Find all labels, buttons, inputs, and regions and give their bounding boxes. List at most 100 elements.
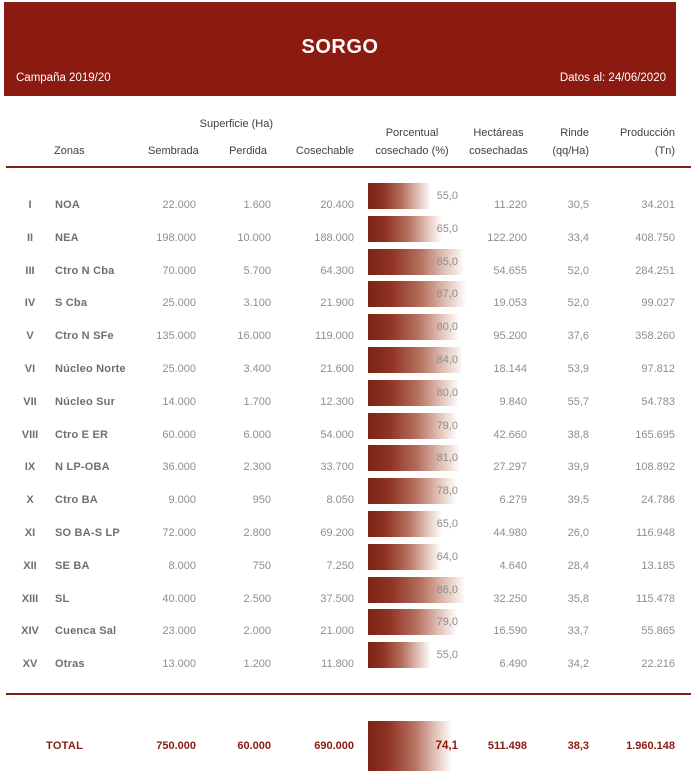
table-row: XIV Cuenca Sal 23.000 2.000 21.000 79,0 … xyxy=(8,609,677,642)
percent-bar xyxy=(368,215,441,242)
rinde-value: 26,0 xyxy=(567,526,589,539)
sembrada-value: 8.000 xyxy=(168,559,196,572)
percent-bar xyxy=(368,346,463,373)
zone-name: Núcleo Norte xyxy=(55,362,126,375)
total-sembrada: 750.000 xyxy=(156,740,196,752)
zone-numeral: VIII xyxy=(21,428,39,441)
hectareas-value: 44.980 xyxy=(493,526,527,539)
sembrada-value: 36.000 xyxy=(162,461,196,474)
total-produccion: 1.960.148 xyxy=(626,740,675,752)
table-row: III Ctro N Cba 70.000 5.700 64.300 85,0 … xyxy=(8,248,677,282)
cosechable-value: 21.900 xyxy=(320,297,354,310)
produccion-value: 358.260 xyxy=(635,330,675,343)
percent-bar-cell: 87,0 xyxy=(356,281,468,314)
hectareas-value: 18.144 xyxy=(493,362,527,375)
sembrada-value: 25.000 xyxy=(162,297,196,310)
cosechable-value: 37.500 xyxy=(320,592,354,605)
zone-name: Cuenca Sal xyxy=(55,625,117,638)
column-header-zonas: Zonas xyxy=(54,145,85,157)
zone-name: N LP-OBA xyxy=(55,461,110,474)
perdida-value: 2.500 xyxy=(243,592,271,605)
produccion-value: 24.786 xyxy=(641,494,675,507)
percent-bar-cell: 55,0 xyxy=(356,642,468,675)
column-header-porcentual-2: cosechado (%) xyxy=(375,145,449,157)
hectareas-value: 32.250 xyxy=(493,592,527,605)
zone-name: Ctro E ER xyxy=(55,428,109,441)
perdida-value: 10.000 xyxy=(237,231,271,244)
column-group-superficie: Superficie (Ha) xyxy=(199,118,273,130)
total-percent-label: 74,1 xyxy=(435,740,458,752)
total-perdida: 60.000 xyxy=(237,740,271,752)
hectareas-value: 4.640 xyxy=(499,559,527,572)
percent-bar-cell: 55,0 xyxy=(356,183,468,216)
sembrada-value: 22.000 xyxy=(162,199,196,211)
percent-label: 81,0 xyxy=(436,452,458,465)
total-divider-line xyxy=(6,693,691,695)
percent-label: 78,0 xyxy=(436,485,458,498)
percent-bar-cell: 84,0 xyxy=(356,346,468,380)
produccion-value: 97.812 xyxy=(641,362,675,375)
percent-bar xyxy=(368,314,458,341)
perdida-value: 750 xyxy=(252,559,271,572)
percent-bar xyxy=(368,478,456,505)
hectareas-value: 6.490 xyxy=(499,658,527,671)
table-row: II NEA 198.000 10.000 188.000 65,0 122.2… xyxy=(8,215,677,249)
zone-name: Núcleo Sur xyxy=(55,395,116,408)
total-rinde: 38,3 xyxy=(567,740,589,752)
percent-label: 79,0 xyxy=(436,616,458,629)
table-row: VIII Ctro E ER 60.000 6.000 54.000 79,0 … xyxy=(8,412,677,446)
percent-bar xyxy=(368,445,459,472)
zone-name: Ctro BA xyxy=(55,494,98,507)
hectareas-value: 42.660 xyxy=(493,428,527,441)
cosechable-value: 12.300 xyxy=(320,395,354,408)
cosechable-value: 64.300 xyxy=(320,264,354,277)
column-header-perdida: Perdida xyxy=(229,145,267,157)
column-header-produccion: Producción xyxy=(619,127,675,139)
percent-label: 86,0 xyxy=(436,583,458,596)
table-row: I NOA 22.000 1.600 20.400 55,0 11.220 30… xyxy=(8,183,677,216)
produccion-value: 13.185 xyxy=(641,559,675,572)
header-divider-line xyxy=(6,166,691,168)
cosechable-value: 7.250 xyxy=(326,559,354,572)
sembrada-value: 9.000 xyxy=(168,494,196,507)
sembrada-value: 60.000 xyxy=(162,428,196,441)
percent-label: 64,0 xyxy=(436,550,458,563)
percent-label: 65,0 xyxy=(436,517,458,530)
table-row: XV Otras 13.000 1.200 11.800 55,0 6.490 … xyxy=(8,642,677,675)
zone-name: NEA xyxy=(55,231,79,244)
perdida-value: 1.600 xyxy=(243,199,271,211)
zone-name: SO BA-S LP xyxy=(55,526,120,539)
cosechable-value: 69.200 xyxy=(320,526,354,539)
rinde-value: 37,6 xyxy=(567,330,589,343)
produccion-value: 116.948 xyxy=(636,526,675,539)
rinde-value: 52,0 xyxy=(567,297,589,310)
perdida-value: 2.800 xyxy=(243,526,271,539)
rinde-value: 33,4 xyxy=(567,231,589,244)
zone-numeral: XII xyxy=(23,559,37,572)
percent-bar xyxy=(368,183,430,209)
percent-bar-cell: 65,0 xyxy=(356,510,468,544)
perdida-value: 950 xyxy=(252,494,271,507)
percent-bar-cell: 81,0 xyxy=(356,445,468,478)
table-row: VI Núcleo Norte 25.000 3.400 21.600 84,0… xyxy=(8,346,677,380)
zone-numeral: X xyxy=(26,494,34,507)
produccion-value: 99.027 xyxy=(641,297,675,310)
hectareas-value: 27.297 xyxy=(493,461,527,474)
percent-bar xyxy=(368,248,464,275)
produccion-value: 108.892 xyxy=(635,461,675,474)
total-row: TOTAL 750.000 60.000 690.000 74,1 511.49… xyxy=(8,721,677,771)
report-header-banner: SORGO Campaña 2019/20 Datos al: 24/06/20… xyxy=(4,2,676,96)
table-row: V Ctro N SFe 135.000 16.000 119.000 80,0… xyxy=(8,314,677,347)
hectareas-value: 16.590 xyxy=(493,625,527,638)
total-cosechable: 690.000 xyxy=(314,740,354,752)
percent-bar xyxy=(368,379,458,406)
percent-bar-cell: 78,0 xyxy=(356,478,468,511)
percent-bar-cell: 79,0 xyxy=(356,412,468,446)
produccion-value: 34.201 xyxy=(641,199,675,211)
percent-bar xyxy=(368,609,457,636)
perdida-value: 1.700 xyxy=(243,395,271,408)
perdida-value: 3.100 xyxy=(243,297,271,310)
column-header-rinde-2: (qq/Ha) xyxy=(552,145,589,157)
perdida-value: 2.300 xyxy=(243,461,271,474)
zone-name: Otras xyxy=(55,658,85,671)
